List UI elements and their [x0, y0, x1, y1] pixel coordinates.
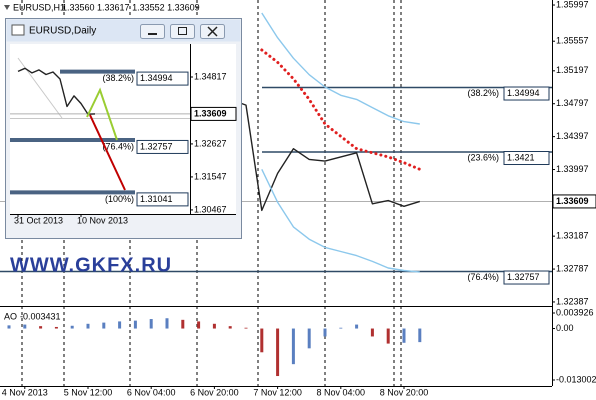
- y-tick-label: 1.34817: [194, 71, 227, 81]
- bar: [418, 328, 422, 343]
- level-price: 1.34994: [507, 88, 540, 98]
- series-line: [260, 48, 422, 171]
- daily-window: EURUSD,Daily (38.2%) 1.34994 (76.4%) 1.3275…: [5, 18, 242, 239]
- bar: [86, 323, 90, 329]
- y-tick-label: 0.003926: [556, 307, 594, 317]
- current-price: 1.33609: [194, 108, 227, 118]
- bar: [118, 321, 122, 329]
- series-line: [261, 12, 420, 125]
- y-tick-label: 1.35557: [556, 36, 589, 46]
- bar: [355, 324, 359, 329]
- x-tick-label: 4 Nov 2013: [2, 387, 48, 397]
- window-icon: [11, 24, 25, 36]
- level-label: (38.2%): [102, 73, 134, 83]
- bar: [276, 328, 280, 377]
- current-price-box: [190, 106, 237, 121]
- bar: [149, 319, 153, 329]
- level-price-box: [136, 192, 189, 207]
- y-tick-label: 1.35997: [556, 0, 589, 9]
- x-tick-label: 6 Nov 04:00: [127, 387, 176, 397]
- level-price-box: [136, 71, 189, 86]
- x-tick-label: 7 Nov 12:00: [253, 387, 302, 397]
- y-tick-label: 0.00: [556, 323, 574, 333]
- y-tick-label: -0.013002: [556, 374, 596, 384]
- bar: [54, 326, 58, 329]
- level-label: (23.6%): [467, 152, 499, 162]
- symbol-icon: [4, 5, 10, 10]
- window-title: EURUSD,Daily: [29, 26, 96, 37]
- x-tick-label: 10 Nov 2013: [77, 215, 128, 225]
- watermark: WWW.GKFX.RU: [10, 254, 172, 276]
- bar: [228, 326, 232, 329]
- projection-zigzag: [86, 87, 118, 141]
- level-price: 1.34994: [140, 73, 173, 83]
- inset-plot-area: [10, 44, 236, 214]
- ao-panel: 0.003926 0.00 -0.013002: [7, 307, 596, 384]
- minimize-button[interactable]: [140, 24, 165, 39]
- bar: [23, 324, 27, 329]
- y-tick-label: 1.30467: [194, 204, 227, 214]
- x-tick-label: 6 Nov 20:00: [190, 387, 239, 397]
- bar: [386, 328, 390, 344]
- bar: [323, 328, 327, 337]
- window-buttons[interactable]: [140, 24, 225, 39]
- bar: [165, 318, 169, 329]
- level-price-box: [503, 270, 550, 285]
- bar: [7, 325, 11, 329]
- bar: [181, 319, 185, 329]
- bar: [260, 328, 264, 353]
- restore-button[interactable]: [170, 24, 195, 39]
- series-line: [261, 168, 420, 273]
- series-line: [17, 67, 96, 115]
- x-tick-label: 5 Nov 12:00: [64, 387, 113, 397]
- bar: [70, 325, 74, 329]
- bar: [307, 328, 311, 349]
- bar: [339, 327, 343, 329]
- level-price: 1.31041: [140, 194, 173, 204]
- level-price: 1.32757: [507, 272, 540, 282]
- bar: [133, 320, 137, 329]
- bar: [370, 328, 374, 337]
- level-price: 1.3421: [507, 152, 535, 162]
- level-label: (76.4%): [467, 272, 499, 282]
- inset-chart: (38.2%) 1.34994 (76.4%) 1.32757 (100%) 1.3104…: [10, 67, 237, 225]
- x-tick-label: 31 Oct 2013: [14, 215, 63, 225]
- bar: [244, 327, 248, 329]
- y-tick-label: 1.33997: [556, 164, 589, 174]
- indicator-title: AO: [4, 311, 17, 321]
- bar: [402, 328, 406, 343]
- level-price-box: [503, 86, 550, 101]
- x-tick-label: 8 Nov 04:00: [317, 387, 366, 397]
- level-label: (76.4%): [102, 141, 134, 151]
- y-tick-label: 1.33187: [556, 231, 589, 241]
- bar: [102, 322, 106, 329]
- restore-glyph: [178, 27, 187, 35]
- level-price-box: [503, 151, 550, 166]
- bar: [39, 326, 43, 329]
- y-tick-label: 1.32627: [194, 138, 227, 148]
- bar: [291, 328, 295, 365]
- projection-line: [89, 114, 126, 191]
- y-tick-label: 1.32387: [556, 296, 589, 306]
- y-tick-label: 1.35197: [556, 65, 589, 75]
- bar: [197, 321, 201, 329]
- y-tick-label: 1.32787: [556, 263, 589, 273]
- close-glyph: [207, 26, 218, 37]
- chart-subtitle: 1.33560 1.33617 1.33552 1.33609: [62, 2, 200, 12]
- level-label: (38.2%): [467, 88, 499, 98]
- bar: [212, 323, 216, 329]
- level-label: (100%): [105, 194, 134, 204]
- x-tick-label: 8 Nov 20:00: [380, 387, 429, 397]
- level-price: 1.32757: [140, 141, 173, 151]
- y-tick-label: 1.31547: [194, 171, 227, 181]
- indicator-value: -0.003431: [20, 311, 61, 321]
- y-tick-label: 1.34397: [556, 131, 589, 141]
- current-price: 1.33609: [556, 196, 589, 206]
- y-tick-label: 1.34797: [556, 98, 589, 108]
- level-price-box: [136, 139, 189, 154]
- chart-title: EURUSD,H1: [13, 2, 65, 12]
